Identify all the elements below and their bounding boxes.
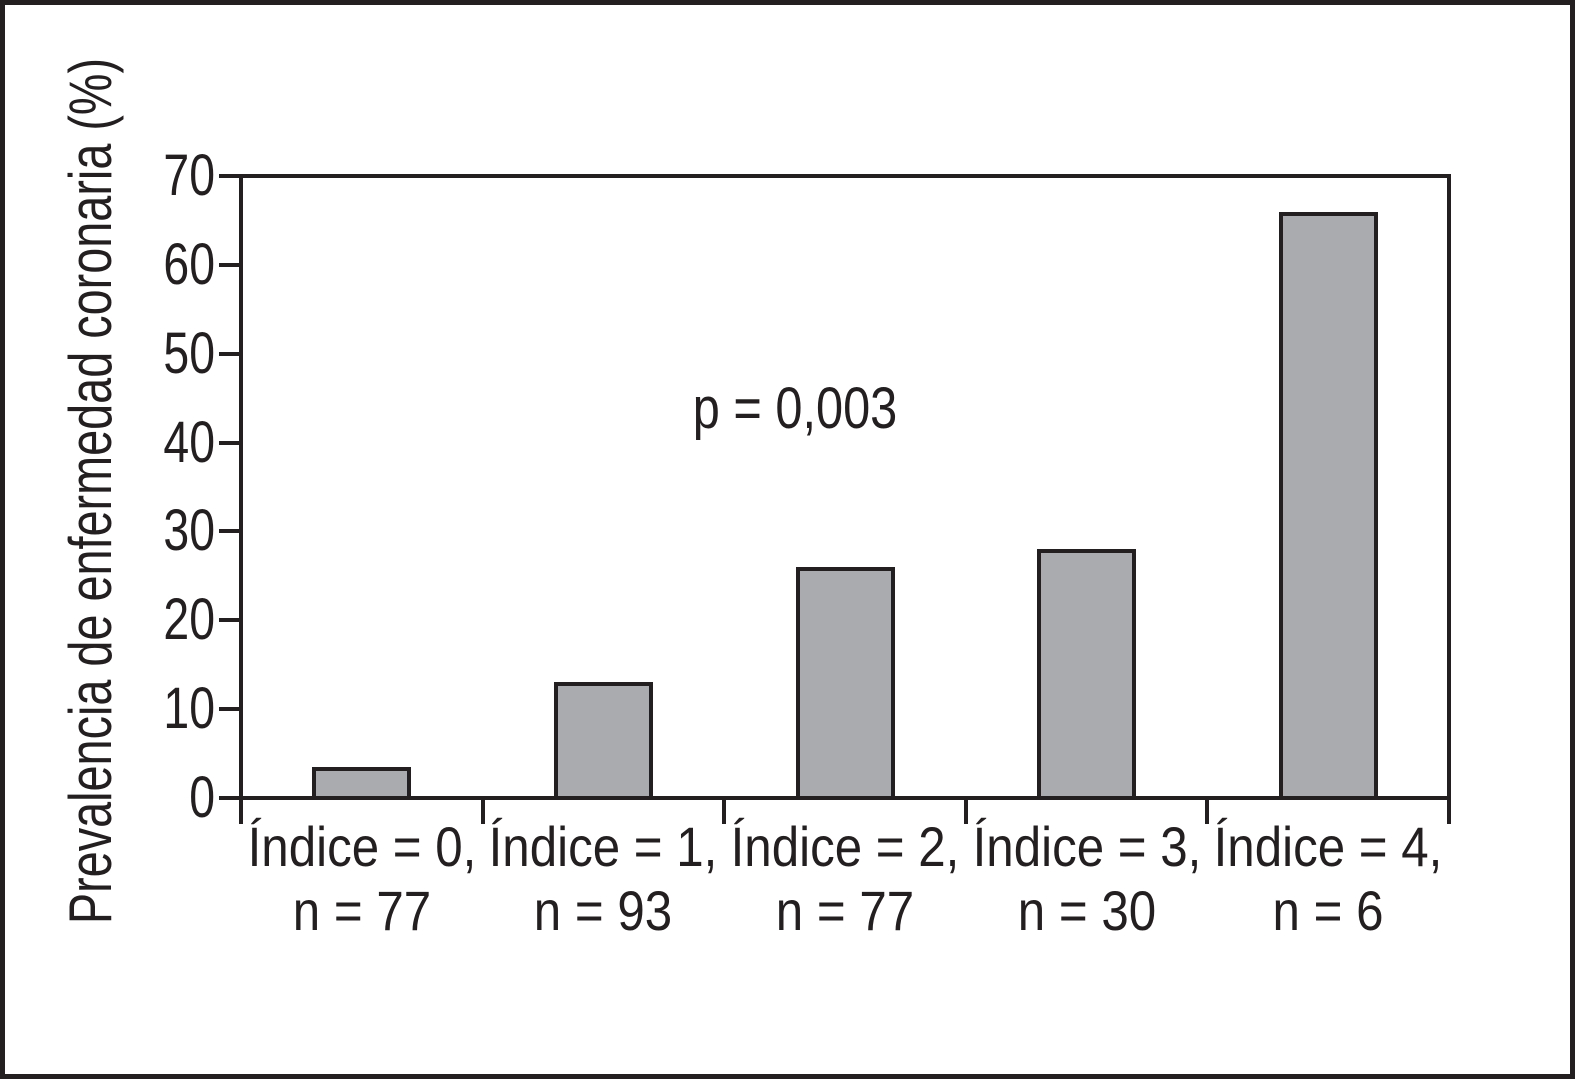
category-label-n: n = 77: [292, 879, 431, 942]
x-axis-tick: [1205, 800, 1210, 824]
x-axis-tick: [480, 800, 485, 824]
p-value-annotation: p = 0,003: [692, 376, 898, 441]
y-axis-tick-label: 10: [163, 676, 215, 742]
y-axis-tick-label: 0: [189, 765, 215, 830]
x-axis-tick: [239, 800, 243, 824]
category-label-index: Índice = 0,: [247, 815, 477, 878]
y-axis-tick-label: 60: [163, 231, 215, 297]
category-label-n: n = 93: [534, 879, 673, 942]
category-label: Índice = 3, n = 30: [946, 815, 1228, 943]
x-axis-tick: [722, 800, 727, 824]
bar: [795, 566, 895, 800]
bar: [1037, 549, 1137, 800]
category-label-n: n = 77: [775, 879, 915, 942]
bar: [1278, 211, 1378, 800]
category-label-index: Índice = 3,: [972, 815, 1201, 878]
x-axis-tick: [963, 800, 968, 824]
category-label: Índice = 4, n = 6: [1187, 815, 1469, 943]
y-axis-tick: [219, 174, 241, 178]
y-axis-title: Prevalencia de enfermedad coronaria (%): [57, 57, 124, 925]
y-axis-tick-label: 70: [163, 143, 215, 208]
category-label-n: n = 6: [1272, 879, 1384, 942]
y-axis-tick: [219, 529, 241, 534]
y-axis-tick: [219, 618, 241, 623]
category-label: Índice = 2, n = 77: [704, 815, 986, 943]
y-axis-tick-label: 40: [163, 409, 215, 475]
bar: [553, 682, 653, 800]
category-label-n: n = 30: [1017, 879, 1156, 942]
category-label: Índice = 1, n = 93: [463, 815, 745, 943]
y-axis-tick-label: 20: [163, 587, 215, 653]
y-axis-tick: [219, 262, 241, 267]
x-axis-tick: [1447, 800, 1451, 824]
y-axis-tick: [219, 796, 241, 800]
category-label-index: Índice = 1,: [489, 815, 718, 878]
category-label-index: Índice = 2,: [730, 815, 960, 878]
y-axis-tick: [219, 440, 241, 445]
category-label: Índice = 0, n = 77: [221, 815, 503, 943]
y-axis-tick: [219, 351, 241, 356]
category-label-index: Índice = 4,: [1213, 815, 1443, 878]
y-axis-tick-label: 50: [163, 320, 215, 386]
y-axis-tick: [219, 707, 241, 712]
bar: [312, 766, 412, 800]
y-axis-tick-label: 30: [163, 498, 215, 564]
